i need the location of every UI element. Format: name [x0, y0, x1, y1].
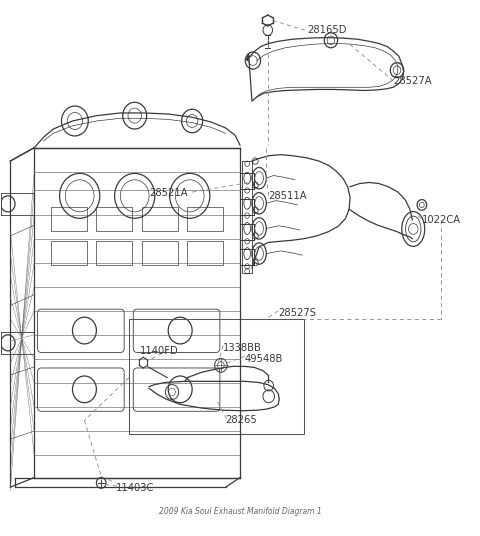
Text: 2009 Kia Soul Exhaust Manifold Diagram 1: 2009 Kia Soul Exhaust Manifold Diagram 1: [158, 507, 322, 516]
Text: 28265: 28265: [226, 415, 257, 426]
Text: 1140FD: 1140FD: [140, 346, 178, 356]
Text: 1338BB: 1338BB: [223, 343, 262, 353]
Text: 1022CA: 1022CA: [422, 215, 461, 225]
Text: 28527A: 28527A: [393, 76, 432, 86]
Text: 28527S: 28527S: [278, 308, 316, 318]
Text: 28165D: 28165D: [307, 25, 347, 35]
Text: 11403C: 11403C: [116, 483, 154, 493]
Text: 28521A: 28521A: [149, 188, 188, 198]
Text: 49548B: 49548B: [245, 354, 283, 364]
Text: 28511A: 28511A: [269, 191, 307, 201]
